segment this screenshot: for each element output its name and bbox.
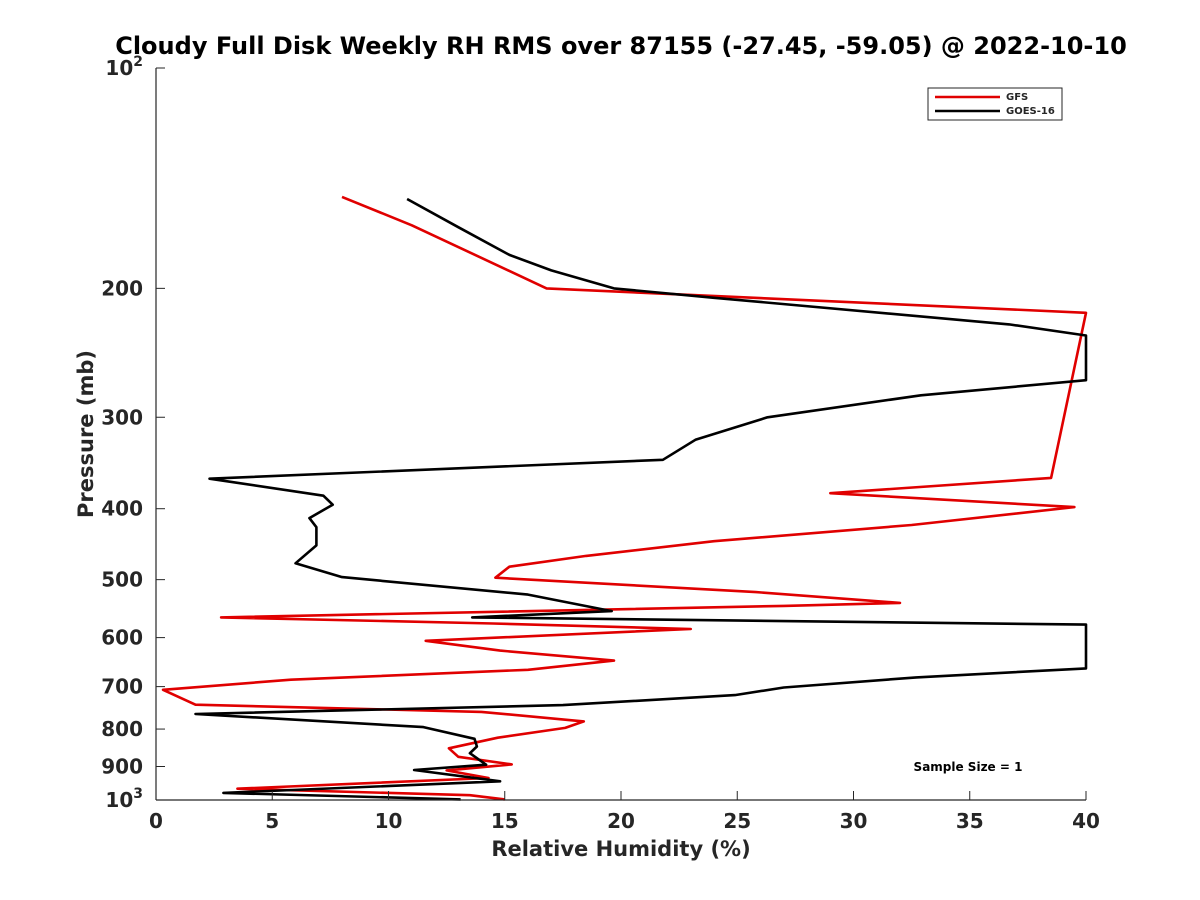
x-ticks: 0 5 10 15 20 25 30 35 40 (149, 791, 1100, 833)
sample-size-annotation: Sample Size = 1 (914, 760, 1023, 774)
x-tick-label: 0 (149, 809, 163, 833)
y-tick-label: 300 (101, 405, 143, 429)
legend: GFS GOES-16 (927, 87, 1063, 121)
x-tick-label: 10 (375, 809, 403, 833)
series-line-goes16 (194, 197, 1088, 801)
y-tick-label: 103 (105, 786, 143, 812)
x-tick-label: 30 (840, 809, 868, 833)
y-tick-label: 700 (101, 675, 143, 699)
y-tick-label: 600 (101, 626, 143, 650)
y-tick-label: 102 (105, 54, 143, 80)
legend-box (927, 87, 1063, 121)
legend-label-gfs: GFS (1006, 92, 1028, 103)
x-tick-label: 35 (956, 809, 984, 833)
x-tick-label: 40 (1072, 809, 1100, 833)
x-tick-label: 20 (607, 809, 635, 833)
y-tick-base: 10 (105, 56, 133, 80)
y-tick-exponent: 3 (133, 786, 143, 802)
y-tick-label: 900 (101, 755, 143, 779)
series-layer (161, 195, 1088, 801)
x-tick-label: 25 (723, 809, 751, 833)
y-tick-exponent: 2 (133, 54, 143, 70)
x-tick-label: 5 (265, 809, 279, 833)
y-axis-label: Pressure (mb) (74, 350, 98, 518)
series-line-gfs (161, 195, 1088, 801)
chart-title: Cloudy Full Disk Weekly RH RMS over 8715… (115, 32, 1127, 60)
legend-label-goes16: GOES-16 (1006, 106, 1055, 117)
x-axis-label: Relative Humidity (%) (491, 837, 750, 861)
plot-area (156, 68, 1086, 800)
y-tick-label: 200 (101, 276, 143, 300)
y-tick-label: 400 (101, 497, 143, 521)
y-tick-label: 800 (101, 717, 143, 741)
x-tick-label: 15 (491, 809, 519, 833)
y-tick-label: 500 (101, 568, 143, 592)
y-tick-base: 10 (105, 788, 133, 812)
